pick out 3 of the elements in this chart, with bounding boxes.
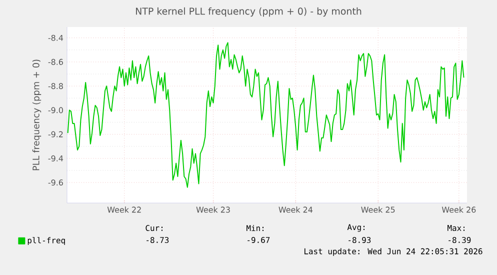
line-series: [67, 42, 464, 188]
y-axis-title: PLL frequency (ppm + 0): [32, 60, 42, 170]
chart-title: NTP kernel PLL frequency (ppm + 0) - by month: [136, 7, 362, 17]
